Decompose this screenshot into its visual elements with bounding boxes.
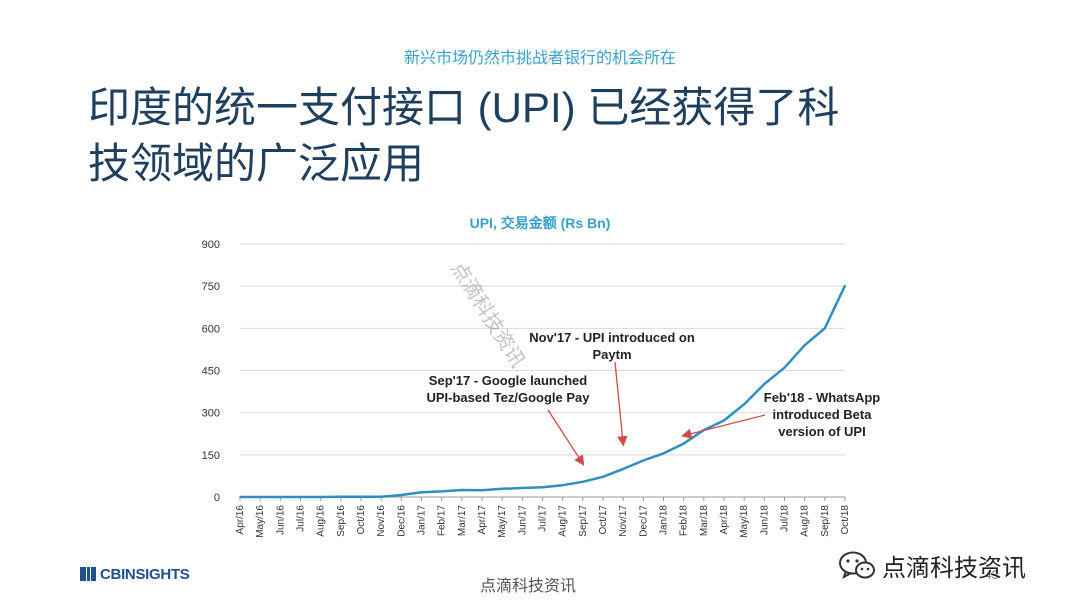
y-tick-label: 600 bbox=[202, 323, 220, 335]
footer-watermark-text: 点滴科技资讯 bbox=[480, 576, 577, 595]
x-tick-label: Apr/17 bbox=[477, 505, 488, 535]
annotation-arrow bbox=[614, 361, 628, 447]
data-point bbox=[824, 327, 826, 330]
x-tick-label: Sep/17 bbox=[578, 505, 589, 537]
data-point bbox=[279, 496, 282, 498]
x-axis: Apr/16 May/16 Jun/16 Jul/16 Aug/16 Sep/16 Oct/… bbox=[235, 497, 851, 538]
brand-text: 点滴科技资讯 bbox=[882, 555, 1026, 582]
data-point bbox=[521, 487, 524, 489]
data-point bbox=[481, 489, 483, 492]
x-tick-label: Jun/17 bbox=[517, 505, 528, 535]
slide-title-line-1: 印度的统一支付接口 (UPI) 已经获得了科 bbox=[88, 84, 840, 131]
x-tick-label: May/17 bbox=[497, 505, 508, 538]
annotation-arrow bbox=[547, 409, 585, 466]
x-tick-label: Nov/17 bbox=[618, 505, 629, 537]
cbinsights-logo: CBINSIGHTS bbox=[80, 565, 190, 583]
chart-title: UPI, 交易金额 (Rs Bn) bbox=[469, 215, 611, 231]
x-tick-label: Jul/18 bbox=[780, 505, 791, 532]
annotations-group: Sep'17 - Google launched UPI-based Tez/Go… bbox=[426, 330, 881, 466]
x-tick-label: Oct/17 bbox=[598, 505, 609, 535]
x-tick-label: Apr/16 bbox=[235, 505, 246, 535]
x-tick-label: Mar/17 bbox=[457, 505, 468, 537]
data-point bbox=[380, 495, 382, 498]
cbinsights-logo-text: CBINSIGHTS bbox=[100, 565, 190, 583]
annotation-label: Feb'18 - WhatsApp introduced Beta version … bbox=[764, 390, 881, 439]
page-number: 43 bbox=[985, 568, 999, 582]
data-point bbox=[299, 496, 302, 498]
slide-title: 印度的统一支付接口 (UPI) 已经获得了科 技领域的广泛应用 bbox=[88, 80, 988, 192]
data-point bbox=[783, 366, 786, 369]
data-point bbox=[340, 495, 342, 498]
data-point bbox=[461, 489, 463, 491]
data-point bbox=[561, 484, 564, 486]
x-tick-label: Jan/18 bbox=[659, 505, 670, 535]
data-point bbox=[239, 496, 241, 498]
x-tick-label: Mar/18 bbox=[699, 505, 710, 537]
data-point bbox=[622, 468, 624, 470]
x-tick-label: May/18 bbox=[739, 505, 750, 538]
x-tick-label: Jan/17 bbox=[417, 505, 428, 535]
data-point bbox=[602, 475, 604, 478]
x-tick-label: Sep/16 bbox=[336, 505, 347, 537]
x-tick-label: Apr/18 bbox=[719, 505, 730, 535]
cbinsights-logo-icon bbox=[80, 567, 96, 581]
data-point bbox=[844, 284, 846, 287]
x-tick-label: May/16 bbox=[255, 505, 266, 538]
data-point bbox=[763, 383, 766, 385]
data-point bbox=[662, 452, 665, 455]
y-tick-label: 300 bbox=[202, 408, 220, 420]
y-tick-label: 0 bbox=[214, 492, 220, 504]
data-point bbox=[319, 496, 322, 498]
x-tick-label: Aug/18 bbox=[800, 505, 811, 537]
x-tick-label: Jul/16 bbox=[296, 505, 307, 532]
x-tick-label: Aug/17 bbox=[558, 505, 569, 537]
x-tick-label: Sep/18 bbox=[820, 505, 831, 537]
x-tick-label: Oct/18 bbox=[840, 505, 851, 535]
annotation-arrow bbox=[681, 414, 766, 439]
y-tick-label: 450 bbox=[202, 366, 220, 378]
chart-grid bbox=[240, 243, 845, 498]
data-point bbox=[501, 488, 503, 490]
x-tick-label: Jul/17 bbox=[538, 505, 549, 532]
x-tick-label: Aug/16 bbox=[316, 505, 327, 537]
y-tick-label: 750 bbox=[202, 281, 220, 293]
y-tick-label: 900 bbox=[202, 239, 220, 251]
x-tick-label: Feb/17 bbox=[437, 505, 448, 537]
x-tick-label: Dec/16 bbox=[396, 505, 407, 537]
x-tick-label: Dec/17 bbox=[638, 505, 649, 537]
data-point bbox=[420, 491, 423, 494]
y-tick-label: 150 bbox=[202, 450, 220, 462]
y-axis: 0 150 300 450 600 750 900 bbox=[202, 239, 220, 504]
data-point bbox=[743, 403, 745, 406]
data-point bbox=[582, 481, 584, 483]
data-point bbox=[360, 495, 362, 498]
data-point bbox=[440, 490, 443, 493]
annotation-label: Nov'17 - UPI introduced on Paytm bbox=[529, 330, 695, 362]
data-point bbox=[541, 486, 544, 488]
data-point bbox=[803, 344, 806, 347]
slide-title-line-2: 技领域的广泛应用 bbox=[88, 140, 425, 187]
brand-watermark: 点滴科技资讯 bbox=[838, 548, 1026, 583]
annotation-label: Sep'17 - Google launched UPI-based Tez/Go… bbox=[426, 373, 590, 405]
x-tick-label: Nov/16 bbox=[376, 505, 387, 537]
slide-subtitle: 新兴市场仍然市挑战者银行的机会所在 bbox=[403, 50, 676, 67]
wechat-icon bbox=[839, 551, 875, 579]
x-tick-label: Feb/18 bbox=[679, 505, 690, 537]
x-tick-label: Jun/18 bbox=[759, 505, 770, 535]
series-group bbox=[239, 284, 847, 499]
data-point bbox=[723, 419, 725, 422]
x-tick-label: Oct/16 bbox=[356, 505, 367, 535]
data-point bbox=[682, 442, 685, 445]
data-point bbox=[259, 496, 261, 498]
x-tick-label: Jun/16 bbox=[275, 505, 286, 535]
data-point bbox=[400, 494, 403, 496]
data-point bbox=[642, 459, 645, 462]
